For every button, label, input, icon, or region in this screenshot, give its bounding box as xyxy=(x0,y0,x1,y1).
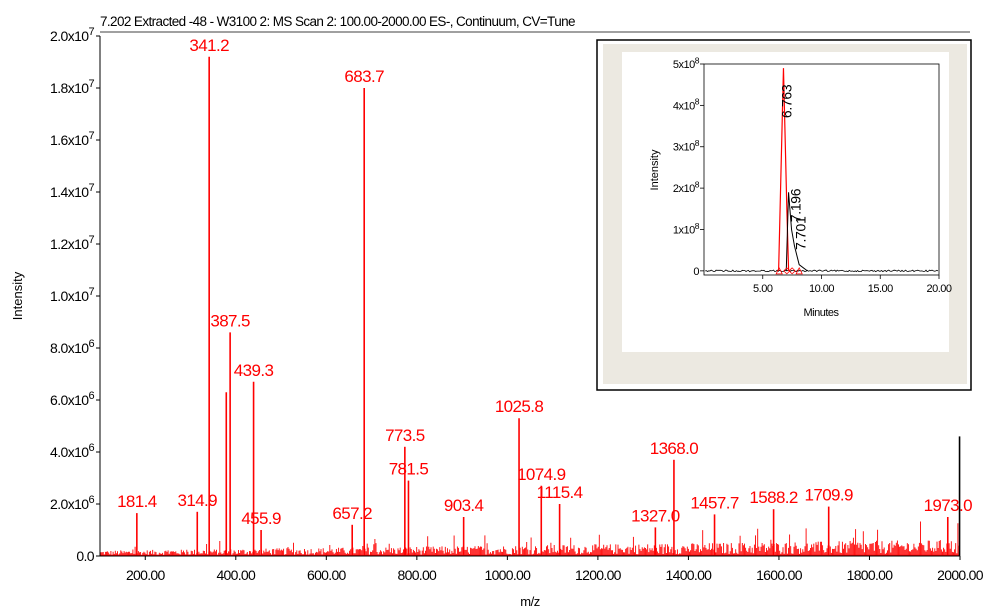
y-tick-label: 0.0 xyxy=(76,548,94,564)
peak-label: 439.3 xyxy=(234,361,274,380)
inset-peaks xyxy=(775,68,808,275)
inset-x-tick-labels: 5.00 10.00 15.00 20.00 xyxy=(753,275,952,295)
peak-label: 773.5 xyxy=(385,426,425,445)
inset-x-tick-label: 20.00 xyxy=(926,283,951,295)
inset-peak-label: 7.196 xyxy=(788,188,804,222)
y-tick-label: 1.6x107 xyxy=(50,130,94,148)
peak-label: 341.2 xyxy=(189,36,229,55)
inset-y-tick-label: 4x108 xyxy=(673,97,700,113)
x-tick-label: 600.00 xyxy=(307,567,347,583)
inset-integration-marker xyxy=(788,267,796,275)
inset-y-tick-label: 1x108 xyxy=(673,221,700,237)
y-tick-label: 1.0x107 xyxy=(50,286,94,304)
x-tick-label: 2000.00 xyxy=(937,567,984,583)
peak-label: 1368.0 xyxy=(650,439,699,458)
x-tick-label: 1200.00 xyxy=(575,567,622,583)
peak-label: 1074.9 xyxy=(517,465,566,484)
peak-label: 455.9 xyxy=(241,509,281,528)
y-tick-label: 1.8x107 xyxy=(50,78,94,96)
peak-label: 1973.0 xyxy=(924,496,973,515)
inset-y-tick-label: 2x108 xyxy=(673,179,700,195)
inset-x-tick-label: 5.00 xyxy=(753,283,773,295)
peak-label: 1457.7 xyxy=(690,493,739,512)
inset-peak-main xyxy=(778,68,790,271)
inset-trace xyxy=(705,269,939,273)
peak-label: 1588.2 xyxy=(749,488,798,507)
y-tick-label: 1.4x107 xyxy=(50,182,94,200)
inset-x-tick-label: 10.00 xyxy=(809,283,834,295)
y-tick-label: 2.0x107 xyxy=(50,26,94,44)
inset-integration-marker xyxy=(775,266,783,275)
x-tick-label: 1400.00 xyxy=(666,567,713,583)
peak-label: 1709.9 xyxy=(804,486,853,505)
y-axis-label: Intensity xyxy=(10,271,25,320)
inset-x-tick-label: 15.00 xyxy=(868,283,893,295)
peak-label: 781.5 xyxy=(389,460,429,479)
y-tick-label: 4.0x106 xyxy=(50,442,94,460)
peak-labels: 181.4 314.9 341.2 387.5 439.3 455.9 657.2 683.7… xyxy=(117,36,973,528)
x-tick-label: 800.00 xyxy=(398,567,438,583)
peak-label: 657.2 xyxy=(332,504,372,523)
y-tick-label: 8.0x106 xyxy=(50,338,94,356)
x-axis-label: m/z xyxy=(520,594,539,609)
peak-label: 387.5 xyxy=(210,311,250,330)
y-tick-label: 2.0x106 xyxy=(50,494,94,512)
main-plot-area: 181.4 314.9 341.2 387.5 439.3 455.9 657.2 683.7… xyxy=(50,26,984,583)
inset-y-tick-label: 0 xyxy=(693,266,699,278)
inset-peak-label: 6.763 xyxy=(778,84,794,118)
peak-label: 1115.4 xyxy=(537,483,583,502)
peak-lines xyxy=(136,56,961,556)
inset-plot-background xyxy=(622,52,949,352)
x-tick-label: 1000.00 xyxy=(485,567,532,583)
peak-label: 903.4 xyxy=(444,496,484,515)
x-tick-label: 400.00 xyxy=(216,567,256,583)
peak-label: 181.4 xyxy=(117,492,157,511)
inset-y-axis-label: Intensity xyxy=(649,149,661,190)
inset-y-tick-label: 3x108 xyxy=(673,138,700,154)
inset-integration-marker xyxy=(795,266,803,275)
x-tick-label: 1800.00 xyxy=(847,567,894,583)
y-tick-label: 1.2x107 xyxy=(50,234,94,252)
x-tick-label: 200.00 xyxy=(126,567,166,583)
peak-label: 1327.0 xyxy=(631,506,680,525)
peak-label: 1025.8 xyxy=(495,397,544,416)
peak-label: 683.7 xyxy=(344,67,384,86)
y-tick-label: 6.0x106 xyxy=(50,390,94,408)
y-tick-labels: 0.0 2.0x106 4.0x106 6.0x106 8.0x106 1.0x107 1.… xyxy=(50,26,100,564)
inset-peak-tail xyxy=(785,192,808,272)
inset-x-axis-label: Minutes xyxy=(803,307,839,319)
inset-y-tick-label: 5x108 xyxy=(673,55,700,71)
noise-trace xyxy=(100,521,960,557)
x-tick-labels: 200.00 400.00 600.00 800.00 1000.00 1200.00 14… xyxy=(126,556,984,583)
peak-label: 314.9 xyxy=(177,491,217,510)
inset-peak-label: 7.701 xyxy=(792,216,808,250)
inset-integration-marker xyxy=(783,267,791,275)
inset-baseline-trace xyxy=(705,269,939,273)
x-tick-label: 1600.00 xyxy=(756,567,803,583)
inset-y-tick-labels: 0 1x108 2x108 3x108 4x108 5x108 xyxy=(673,55,704,278)
main-chart-title: 7.202 Extracted -48 - W3100 2: MS Scan 2… xyxy=(100,14,575,29)
